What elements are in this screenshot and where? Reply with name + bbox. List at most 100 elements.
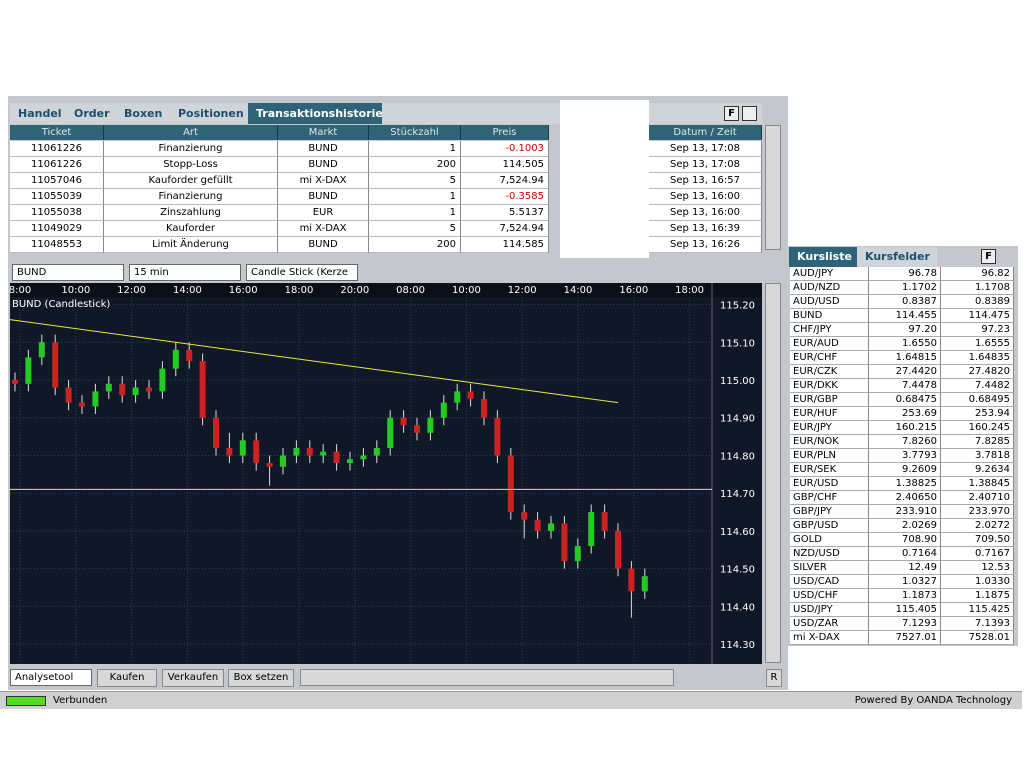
- table-cell: Sep 13, 16:57: [649, 173, 762, 189]
- table-cell: 114.505: [461, 157, 549, 173]
- h-scrollbar[interactable]: [300, 669, 674, 686]
- quote-symbol: mi X-DAX: [790, 631, 869, 645]
- panel-button[interactable]: F: [981, 249, 996, 264]
- tab[interactable]: Positionen: [170, 103, 248, 124]
- quote-symbol: GOLD: [790, 533, 869, 547]
- restore-button[interactable]: [742, 106, 757, 121]
- button[interactable]: Kaufen: [97, 669, 157, 687]
- candle-body: [266, 463, 273, 467]
- candle-body: [213, 417, 219, 448]
- quote-price: 7528.01: [941, 631, 1014, 645]
- table-cell: Finanzierung: [104, 189, 278, 205]
- table-cell: Stopp-Loss: [104, 157, 278, 173]
- table-cell: Sep 13, 16:39: [649, 221, 762, 237]
- column-header: Markt: [278, 125, 369, 140]
- quote-price: 1.1873: [869, 589, 941, 603]
- table-cell: 11055039: [10, 189, 104, 205]
- candle-body: [38, 342, 45, 358]
- powered-by: Powered By OANDA Technology: [854, 695, 1012, 706]
- x-tick-label: 14:00: [564, 285, 593, 296]
- table-cell: 5.5137: [461, 205, 549, 221]
- quote-price: 0.7164: [869, 547, 941, 561]
- quote-price: 96.78: [869, 267, 941, 281]
- y-tick-label: 115.10: [720, 338, 755, 349]
- quote-price: 1.6550: [869, 337, 941, 351]
- quote-symbol: SILVER: [790, 561, 869, 575]
- x-tick-label: 12:00: [117, 285, 146, 296]
- tab[interactable]: Transaktionshistorie: [248, 103, 382, 124]
- candle-body: [119, 383, 126, 396]
- table-cell: BUND: [278, 237, 369, 253]
- candle-body: [92, 391, 99, 407]
- table-cell: -0.3585: [461, 189, 549, 205]
- x-tick-label: 16:00: [619, 285, 648, 296]
- chart: 8:00 10:00 12:00 14:00 16:00 18:00 20:00 08:00 1…: [10, 283, 762, 664]
- x-tick-label: 16:00: [229, 285, 258, 296]
- analysis-select[interactable]: Analysetool: [10, 669, 92, 686]
- quote-symbol: GBP/USD: [790, 519, 869, 533]
- quote-tab[interactable]: Kursfelder: [857, 247, 937, 267]
- quote-price: 97.20: [869, 323, 941, 337]
- interval-select[interactable]: 15 min: [129, 264, 241, 281]
- candle-body: [534, 519, 541, 531]
- quote-price: 1.64815: [869, 351, 941, 365]
- quote-symbol: EUR/HUF: [790, 407, 869, 421]
- button[interactable]: Verkaufen: [162, 669, 224, 687]
- table-cell: 11048553: [10, 237, 104, 253]
- table-cell: 200: [369, 157, 461, 173]
- quote-price: 3.7818: [941, 449, 1014, 463]
- quote-price: 0.7167: [941, 547, 1014, 561]
- quote-price: 233.910: [869, 505, 941, 519]
- panel-button[interactable]: F: [724, 106, 739, 121]
- quote-price: 96.82: [941, 267, 1014, 281]
- table-cell: Kauforder gefüllt: [104, 173, 278, 189]
- column-header: Datum / Zeit: [649, 125, 762, 140]
- table-cell: Kauforder: [104, 221, 278, 237]
- zoom-reset[interactable]: R: [766, 669, 782, 687]
- candle-body: [65, 387, 72, 403]
- quote-price: 2.40650: [869, 491, 941, 505]
- column-header: Ticket: [10, 125, 104, 140]
- table-cell: mi X-DAX: [278, 173, 369, 189]
- scrollbar[interactable]: [765, 125, 781, 250]
- quote-price: 1.1875: [941, 589, 1014, 603]
- quote-price: 7.1393: [941, 617, 1014, 631]
- style-select[interactable]: Candle Stick (Kerze: [246, 264, 358, 281]
- quote-symbol: USD/CHF: [790, 589, 869, 603]
- candle-body: [25, 357, 32, 384]
- tab[interactable]: Handel: [10, 103, 66, 124]
- quote-symbol: EUR/DKK: [790, 379, 869, 393]
- table-cell: 11057046: [10, 173, 104, 189]
- quote-price: 7.8285: [941, 435, 1014, 449]
- table-cell: 5: [369, 173, 461, 189]
- quote-price: 0.68475: [869, 393, 941, 407]
- quote-price: 1.64835: [941, 351, 1014, 365]
- candle-body: [333, 451, 340, 464]
- quote-tab[interactable]: Kursliste: [789, 247, 857, 267]
- tab[interactable]: Boxen: [116, 103, 170, 124]
- table-cell: Sep 13, 16:00: [649, 189, 762, 205]
- quote-price: 114.475: [941, 309, 1014, 323]
- candle-body: [601, 512, 608, 531]
- quote-price: 27.4820: [941, 365, 1014, 379]
- tab[interactable]: Order: [66, 103, 116, 124]
- table-cell: 1: [369, 189, 461, 205]
- connection-status: Verbunden: [53, 695, 108, 706]
- candle-body: [414, 425, 420, 433]
- y-tick-label: 114.50: [720, 565, 755, 576]
- chart-scrollbar[interactable]: [765, 283, 781, 663]
- instrument-select[interactable]: BUND: [12, 264, 124, 281]
- y-tick-label: 114.80: [720, 451, 755, 462]
- quote-price: 12.53: [941, 561, 1014, 575]
- quote-price: 0.8389: [941, 295, 1014, 309]
- candle-body: [320, 451, 327, 456]
- quote-price: 1.1708: [941, 281, 1014, 295]
- quote-symbol: EUR/CZK: [790, 365, 869, 379]
- button[interactable]: Box setzen: [228, 669, 294, 687]
- chart-title: BUND (Candlestick): [12, 299, 110, 310]
- quote-price: 2.40710: [941, 491, 1014, 505]
- table-cell: 5: [369, 221, 461, 237]
